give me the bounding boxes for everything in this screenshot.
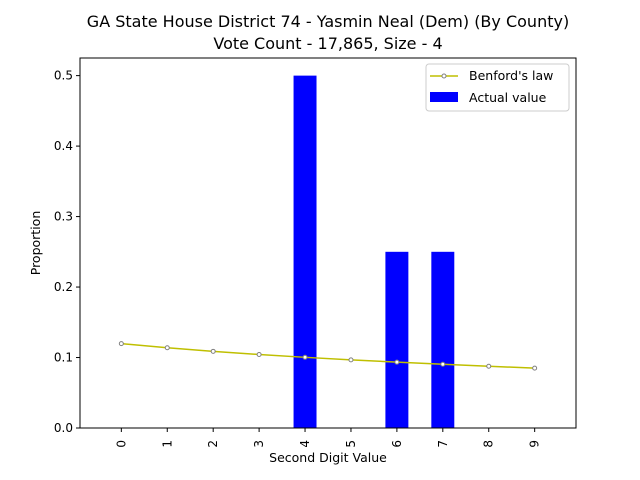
y-tick-label-1: 0.1 <box>54 351 73 365</box>
legend-box <box>425 63 570 112</box>
y-tick-label-4: 0.4 <box>54 139 73 153</box>
legend-benford-label: Benford's law <box>469 68 553 83</box>
x-tick-label-1: 1 <box>160 440 174 448</box>
x-tick-label-9: 9 <box>528 440 542 448</box>
x-tick-label-6: 6 <box>390 440 404 448</box>
x-tick-label-7: 7 <box>436 440 450 448</box>
legend-benford-marker <box>441 73 447 79</box>
y-tick-label-0: 0.0 <box>54 421 73 435</box>
x-tick-label-5: 5 <box>344 440 358 448</box>
bar-4 <box>293 75 317 428</box>
bar-6 <box>385 251 409 428</box>
axes-frame <box>79 57 577 429</box>
x-tick-label-3: 3 <box>252 440 266 448</box>
benford-point-6 <box>394 359 400 365</box>
benford-point-5 <box>348 357 354 363</box>
y-axis-label: Proportion <box>28 211 43 276</box>
benford-point-4 <box>302 354 308 360</box>
bar-7 <box>431 251 455 428</box>
legend-actual-swatch <box>430 92 458 102</box>
x-tick-label-0: 0 <box>114 440 128 448</box>
plot-area: 0 1 2 3 4 5 6 7 8 9 0.0 0.1 0.2 0.3 0.4 0.5 <box>54 69 542 448</box>
x-tick-label-2: 2 <box>206 440 220 448</box>
benford-point-0 <box>118 341 124 347</box>
benford-point-9 <box>532 365 538 371</box>
benford-point-7 <box>440 361 446 367</box>
y-tick-label-5: 0.5 <box>54 69 73 83</box>
y-tick-label-2: 0.2 <box>54 280 73 294</box>
x-tick-label-8: 8 <box>482 440 496 448</box>
chart-title-line1: GA State House District 74 - Yasmin Neal… <box>87 12 569 31</box>
x-tick-label-4: 4 <box>298 440 312 448</box>
chart-title-line2: Vote Count - 17,865, Size - 4 <box>213 34 442 53</box>
y-tick-label-3: 0.3 <box>54 210 73 224</box>
legend-actual-label: Actual value <box>469 90 547 105</box>
legend: Benford's law Actual value <box>425 63 570 112</box>
benford-point-8 <box>486 363 492 369</box>
benford-point-3 <box>256 351 262 357</box>
benford-line <box>121 342 535 369</box>
benford-point-1 <box>164 345 170 351</box>
benford-point-2 <box>210 348 216 354</box>
x-axis-label: Second Digit Value <box>269 450 387 465</box>
